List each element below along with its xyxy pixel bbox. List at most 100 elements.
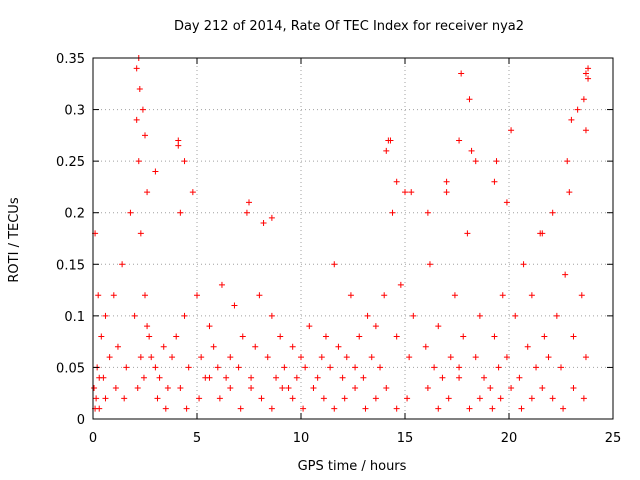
data-point <box>114 343 121 350</box>
data-point <box>585 65 592 72</box>
data-point <box>464 230 471 237</box>
data-point <box>533 364 540 371</box>
data-point <box>402 189 408 196</box>
grid <box>93 58 613 419</box>
data-point <box>306 323 313 330</box>
data-point <box>239 333 246 340</box>
data-point <box>268 405 275 412</box>
data-point <box>289 395 296 402</box>
data-point <box>327 364 334 371</box>
data-point <box>279 385 286 392</box>
data-point <box>112 385 119 392</box>
data-point <box>406 354 413 361</box>
y-tick-label: 0 <box>77 413 85 428</box>
data-point <box>175 142 182 149</box>
data-point <box>152 168 159 175</box>
data-point <box>562 271 569 278</box>
data-point <box>318 354 325 361</box>
y-tick-label: 0.2 <box>64 207 85 222</box>
data-point <box>119 261 126 268</box>
data-point <box>408 189 415 196</box>
x-tick-label: 15 <box>397 431 414 446</box>
data-point <box>582 70 589 77</box>
data-point <box>164 385 171 392</box>
data-point <box>268 214 275 221</box>
data-point <box>339 374 346 381</box>
data-point <box>424 209 431 216</box>
data-point <box>582 127 589 134</box>
data-point <box>135 158 142 165</box>
data-point <box>102 312 109 319</box>
data-point <box>568 116 575 123</box>
data-point <box>162 405 169 412</box>
data-point <box>137 230 144 237</box>
data-point <box>372 323 379 330</box>
data-point <box>352 364 359 371</box>
data-point <box>352 385 359 392</box>
data-point <box>393 405 400 412</box>
y-tick-label: 0.35 <box>56 52 85 67</box>
data-point <box>518 405 525 412</box>
data-point <box>246 199 252 206</box>
data-point <box>248 385 255 392</box>
data-point <box>558 364 564 371</box>
data-point <box>341 395 348 402</box>
data-point <box>140 374 147 381</box>
data-point <box>426 261 433 268</box>
data-point <box>181 312 188 319</box>
data-point <box>298 354 304 361</box>
data-point <box>256 292 263 299</box>
data-point <box>570 333 577 340</box>
data-point <box>487 385 494 392</box>
data-point <box>314 374 321 381</box>
data-point <box>181 158 188 165</box>
data-point <box>472 354 479 361</box>
data-point <box>160 343 167 350</box>
data-point <box>347 292 354 299</box>
data-point <box>285 385 292 392</box>
data-point <box>466 405 473 412</box>
data-point <box>343 354 350 361</box>
data-point <box>393 178 400 185</box>
data-point <box>580 395 587 402</box>
data-point <box>137 354 144 361</box>
data-point <box>458 70 465 77</box>
data-point <box>175 137 182 144</box>
data-point <box>491 178 498 185</box>
data-point <box>127 209 134 216</box>
data-point <box>218 281 225 288</box>
data-point <box>580 96 587 103</box>
data-point <box>289 343 296 350</box>
data-point <box>142 292 148 299</box>
data-point <box>142 132 148 139</box>
data-point <box>503 354 510 361</box>
data-point <box>578 292 585 299</box>
data-point <box>133 116 140 123</box>
plot-frame <box>92 57 614 420</box>
data-point <box>447 354 454 361</box>
data-point <box>468 147 475 154</box>
data-point <box>424 385 431 392</box>
data-point <box>389 209 396 216</box>
data-point <box>497 395 504 402</box>
data-point <box>445 395 452 402</box>
data-point <box>560 405 567 412</box>
data-point <box>96 374 103 381</box>
data-point <box>206 323 213 330</box>
data-point <box>549 209 556 216</box>
data-point <box>196 395 203 402</box>
y-tick-label: 0.1 <box>64 310 85 325</box>
data-point <box>252 343 259 350</box>
data-point <box>335 343 342 350</box>
data-point <box>549 395 556 402</box>
data-point <box>248 374 255 381</box>
data-point <box>508 127 515 134</box>
data-point <box>410 312 417 319</box>
data-point <box>173 333 180 340</box>
data-point <box>574 106 581 113</box>
data-point <box>503 199 510 206</box>
data-point <box>383 385 390 392</box>
data-point <box>300 405 307 412</box>
data-point <box>235 364 242 371</box>
